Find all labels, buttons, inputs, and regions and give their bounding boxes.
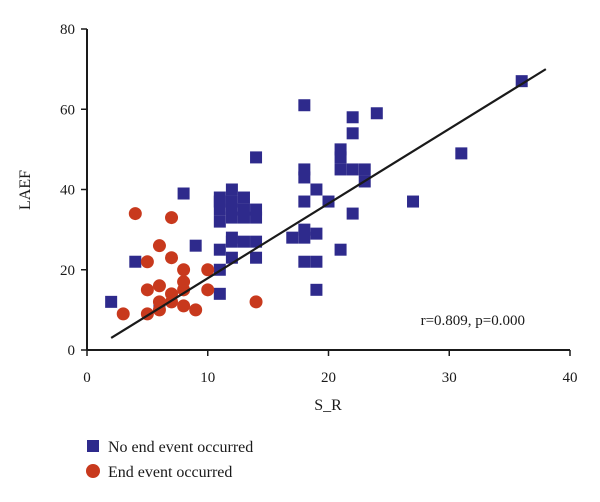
- data-point-circle: [189, 303, 203, 317]
- data-point-square: [250, 203, 263, 216]
- data-point-square: [515, 75, 528, 88]
- data-point-circle: [152, 279, 166, 293]
- data-point-square: [346, 207, 359, 220]
- data-point-circle: [201, 283, 215, 297]
- data-point-square: [310, 183, 323, 196]
- y-tick-label: 20: [60, 263, 75, 279]
- data-point-square: [358, 163, 371, 176]
- data-point-circle: [140, 255, 154, 269]
- data-point-circle: [177, 275, 191, 289]
- x-tick-label: 40: [563, 370, 578, 386]
- data-point-square: [286, 231, 299, 244]
- y-tick-label: 80: [60, 22, 75, 38]
- data-point-square: [105, 295, 118, 308]
- data-point-square: [250, 235, 263, 248]
- data-point-circle: [249, 295, 263, 309]
- data-point-circle: [201, 263, 215, 277]
- regression-line: [110, 68, 547, 339]
- data-point-square: [298, 223, 311, 236]
- data-point-square: [177, 187, 190, 200]
- data-point-square: [346, 111, 359, 124]
- legend-label-end-event: End event occurred: [108, 464, 232, 481]
- data-point-square: [346, 127, 359, 140]
- data-point-square: [334, 143, 347, 156]
- data-point-square: [225, 183, 238, 196]
- data-point-square: [298, 163, 311, 176]
- legend-square-marker: [87, 440, 99, 452]
- data-point-square: [298, 195, 311, 208]
- plot-area: [105, 68, 547, 339]
- data-point-square: [189, 239, 202, 252]
- data-point-square: [213, 287, 226, 300]
- data-point-circle: [128, 207, 142, 221]
- data-point-square: [213, 191, 226, 204]
- ticks: 0 10 20 30 40 0 20 40 60 80: [60, 22, 578, 386]
- legend-label-no-end-event: No end event occurred: [108, 439, 253, 456]
- x-tick-label: 10: [200, 370, 215, 386]
- data-point-square: [370, 107, 383, 120]
- legend: No end event occurred End event occurred: [86, 439, 253, 481]
- data-point-square: [213, 215, 226, 228]
- data-point-square: [298, 255, 311, 268]
- data-point-square: [213, 243, 226, 256]
- x-axis-title: S_R: [314, 397, 342, 414]
- data-point-circle: [116, 307, 130, 321]
- data-point-square: [250, 251, 263, 264]
- data-point-square: [237, 235, 250, 248]
- data-point-square: [407, 195, 420, 208]
- data-point-square: [129, 255, 142, 268]
- data-point-square: [298, 99, 311, 112]
- data-point-circle: [140, 283, 154, 297]
- data-point-square: [310, 283, 323, 296]
- data-point-circle: [152, 239, 166, 253]
- data-point-square: [346, 163, 359, 176]
- y-tick-label: 40: [60, 183, 75, 199]
- data-point-circle: [177, 299, 191, 313]
- correlation-annotation: r=0.809, p=0.000: [421, 313, 525, 329]
- x-tick-label: 20: [321, 370, 336, 386]
- x-tick-label: 0: [83, 370, 91, 386]
- data-point-circle: [165, 287, 179, 301]
- data-point-square: [455, 147, 468, 160]
- y-tick-label: 60: [60, 102, 75, 118]
- data-point-square: [250, 211, 263, 224]
- data-point-circle: [165, 251, 179, 265]
- data-point-circle: [177, 263, 191, 277]
- data-point-square: [334, 163, 347, 176]
- data-point-square: [250, 151, 263, 164]
- data-point-square: [225, 231, 238, 244]
- data-point-square: [237, 191, 250, 204]
- data-point-square: [310, 255, 323, 268]
- y-tick-label: 0: [68, 343, 76, 359]
- data-point-square: [334, 243, 347, 256]
- data-point-square: [310, 227, 323, 240]
- data-point-square: [225, 195, 238, 208]
- y-axis-title: LAEF: [17, 170, 34, 210]
- legend-circle-marker: [86, 464, 100, 478]
- data-point-square: [237, 203, 250, 216]
- data-point-circle: [165, 211, 179, 225]
- x-tick-label: 30: [442, 370, 457, 386]
